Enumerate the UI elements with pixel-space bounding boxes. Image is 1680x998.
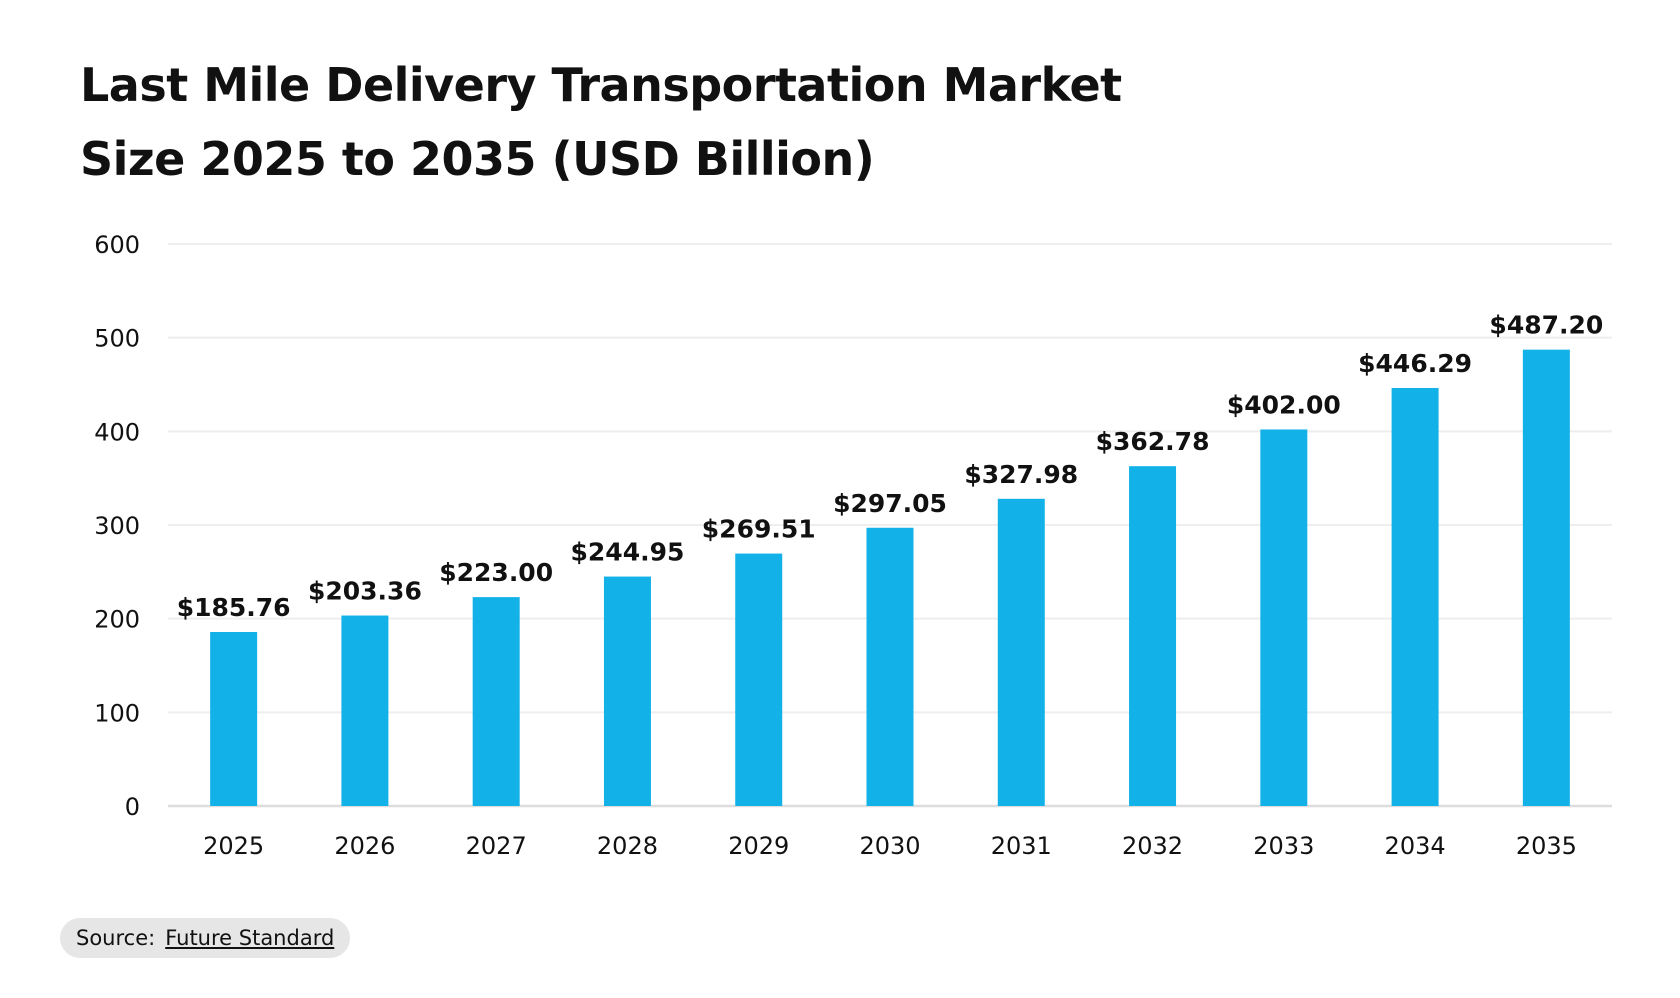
bar-chart: 0 100 200 300 400 500 600 $185.76 $203.36 $223.0… bbox=[94, 231, 1612, 860]
data-label-2026: $203.36 bbox=[308, 577, 422, 606]
x-tick-label-2032: 2032 bbox=[1122, 832, 1183, 860]
x-tick-label-2035: 2035 bbox=[1516, 832, 1577, 860]
x-tick-label-2031: 2031 bbox=[991, 832, 1052, 860]
y-tick-label-400: 400 bbox=[94, 418, 140, 446]
y-axis-ticks: 0 100 200 300 400 500 600 bbox=[94, 231, 140, 821]
y-tick-label-100: 100 bbox=[94, 699, 140, 727]
bar-2034 bbox=[1391, 387, 1439, 806]
source-link[interactable]: Future Standard bbox=[165, 926, 335, 950]
bar-2025 bbox=[210, 632, 258, 806]
y-tick-label-0: 0 bbox=[125, 793, 140, 821]
data-label-2028: $244.95 bbox=[571, 538, 685, 567]
x-tick-label-2027: 2027 bbox=[466, 832, 527, 860]
bar-2027 bbox=[472, 597, 520, 806]
x-tick-label-2026: 2026 bbox=[334, 832, 395, 860]
data-label-2035: $487.20 bbox=[1489, 311, 1603, 340]
data-label-2025: $185.76 bbox=[177, 593, 291, 622]
data-label-2033: $402.00 bbox=[1227, 390, 1341, 419]
bar-2026 bbox=[341, 615, 389, 806]
y-tick-label-600: 600 bbox=[94, 231, 140, 259]
data-label-2032: $362.78 bbox=[1096, 427, 1210, 456]
bar-2035 bbox=[1522, 349, 1570, 806]
x-tick-label-2025: 2025 bbox=[203, 832, 264, 860]
x-axis-ticks: 2025 2026 2027 2028 2029 2030 2031 2032 2033 2034… bbox=[203, 832, 1577, 860]
x-tick-label-2030: 2030 bbox=[859, 832, 920, 860]
data-labels: $185.76 $203.36 $223.00 $244.95 $269.51 $297.… bbox=[177, 311, 1604, 622]
bar-2033 bbox=[1260, 429, 1308, 806]
bar-2029 bbox=[735, 553, 783, 806]
y-tick-label-500: 500 bbox=[94, 325, 140, 353]
data-label-2029: $269.51 bbox=[702, 515, 816, 544]
x-tick-label-2028: 2028 bbox=[597, 832, 658, 860]
source-label: Source: bbox=[76, 926, 156, 950]
data-label-2034: $446.29 bbox=[1358, 349, 1472, 378]
y-tick-label-200: 200 bbox=[94, 606, 140, 634]
chart-title-line-2: Size 2025 to 2035 (USD Billion) bbox=[80, 132, 875, 186]
data-label-2027: $223.00 bbox=[439, 558, 553, 587]
bar-2028 bbox=[603, 576, 651, 806]
bar-2032 bbox=[1129, 466, 1177, 806]
x-tick-label-2034: 2034 bbox=[1385, 832, 1446, 860]
x-tick-label-2029: 2029 bbox=[728, 832, 789, 860]
chart-title-line-1: Last Mile Delivery Transportation Market bbox=[80, 58, 1122, 112]
source-badge: Source: Future Standard bbox=[60, 918, 351, 958]
bars bbox=[210, 349, 1570, 806]
bar-2031 bbox=[997, 498, 1045, 806]
bar-2030 bbox=[866, 527, 914, 806]
x-tick-label-2033: 2033 bbox=[1253, 832, 1314, 860]
chart-title: Last Mile Delivery Transportation Market… bbox=[80, 48, 1280, 196]
data-label-2030: $297.05 bbox=[833, 489, 947, 518]
data-label-2031: $327.98 bbox=[964, 460, 1078, 489]
y-tick-label-300: 300 bbox=[94, 512, 140, 540]
